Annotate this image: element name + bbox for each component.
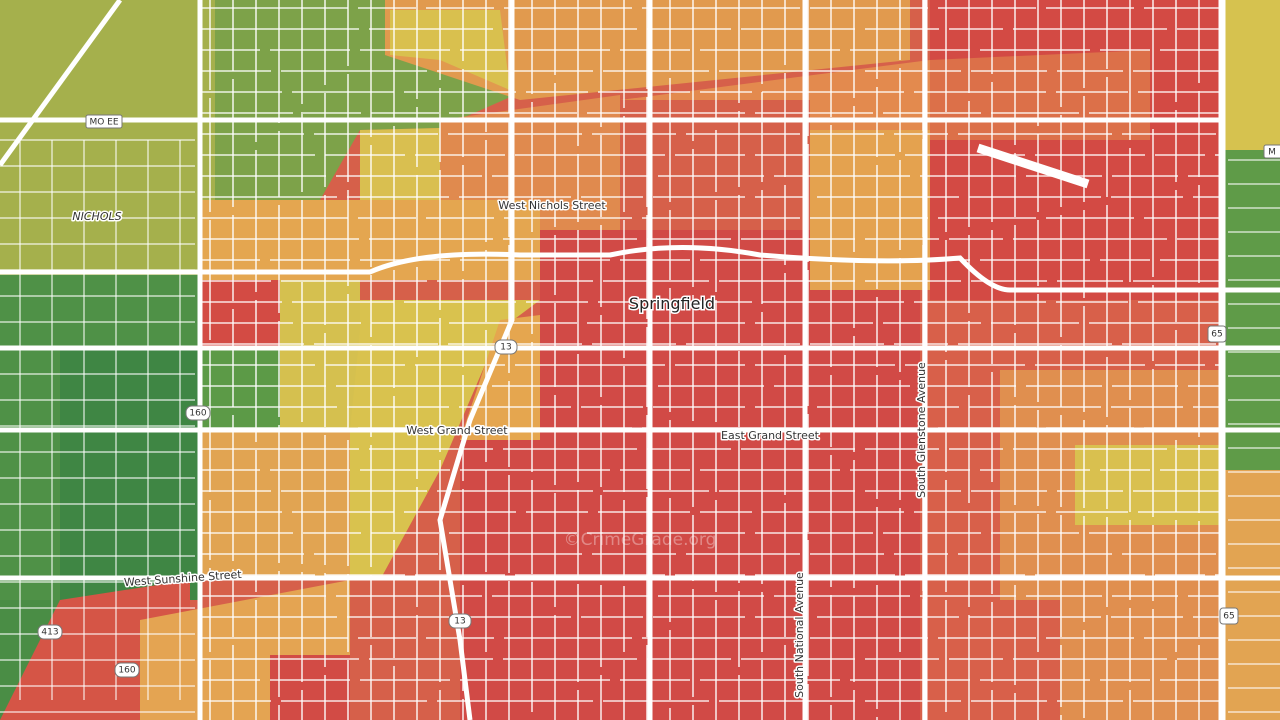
zone	[810, 130, 930, 290]
route-shield: 65	[1219, 607, 1239, 625]
zone	[1220, 150, 1280, 470]
route-shield: 13	[494, 339, 518, 355]
zone	[360, 128, 440, 200]
route-shield: 65	[1207, 325, 1227, 343]
shield-label: 413	[41, 628, 58, 638]
street-label: South National Avenue	[793, 572, 806, 698]
zone	[200, 350, 280, 430]
route-shield: 160	[185, 405, 211, 421]
shield-label: M	[1268, 148, 1276, 158]
route-shield: 413	[37, 624, 63, 640]
zone	[60, 350, 200, 600]
street-label: West Nichols Street	[498, 199, 606, 212]
zone	[1075, 445, 1220, 525]
route-shield: 13	[448, 613, 472, 629]
zone	[200, 280, 290, 350]
runway	[976, 143, 1090, 189]
city-label: Springfield	[629, 294, 715, 313]
zone	[280, 280, 360, 430]
road	[0, 245, 1280, 293]
road	[0, 0, 123, 167]
shield-label: 160	[189, 409, 206, 419]
route-shield: 160	[114, 662, 140, 678]
road	[437, 0, 515, 720]
street-label: South Glenstone Avenue	[915, 362, 928, 498]
zone	[270, 655, 350, 720]
zone	[0, 0, 215, 275]
shield-label: MO EE	[89, 118, 118, 128]
zone	[930, 50, 1150, 140]
place-label: NICHOLS	[72, 210, 121, 223]
shield-label: 160	[118, 666, 135, 676]
zone	[200, 430, 350, 580]
shield-label: 65	[1223, 612, 1234, 622]
zone	[1220, 470, 1280, 720]
shield-label: 65	[1211, 330, 1222, 340]
shield-label: 13	[500, 343, 511, 353]
zone	[1220, 0, 1280, 150]
zone	[200, 200, 540, 280]
route-shield: MO EE	[85, 114, 123, 129]
shield-label: 13	[454, 617, 465, 627]
zone	[350, 300, 540, 580]
route-shield: M	[1263, 144, 1280, 159]
watermark: ©CrimeGrade.org	[564, 530, 717, 550]
street-label: West Grand Street	[406, 424, 508, 437]
street-label: East Grand Street	[721, 429, 820, 442]
